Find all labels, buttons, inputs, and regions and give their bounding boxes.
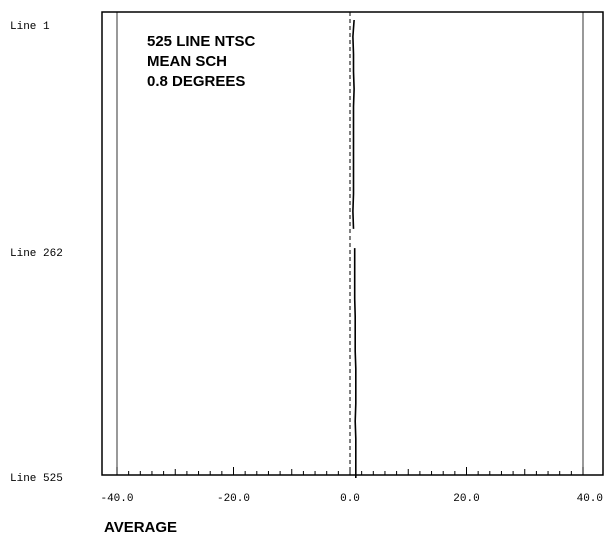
x-tick-label-neg-40: -40.0 (100, 493, 133, 505)
y-tick-label-line-1: Line 1 (10, 21, 50, 33)
annotation-line-3: 0.8 DEGREES (147, 73, 245, 90)
x-axis-ticks (116, 467, 584, 475)
grid-lines (116, 12, 584, 475)
annotation-line-1: 525 LINE NTSC (147, 33, 256, 50)
x-tick-label-neg-20: -20.0 (217, 493, 250, 505)
y-tick-label-line-262: Line 262 (10, 248, 63, 260)
x-tick-label-40: 40.0 (577, 493, 603, 505)
series-0-segment-0 (352, 19, 355, 229)
series-layer (352, 19, 357, 478)
plot-frame (101, 11, 604, 476)
x-tick-label-20: 20.0 (453, 493, 479, 505)
y-tick-label-line-525: Line 525 (10, 473, 63, 485)
x-axis-label: AVERAGE (104, 519, 177, 536)
annotation-line-2: MEAN SCH (147, 53, 227, 70)
series-0-segment-1 (353, 248, 357, 478)
x-tick-label-0: 0.0 (340, 493, 360, 505)
